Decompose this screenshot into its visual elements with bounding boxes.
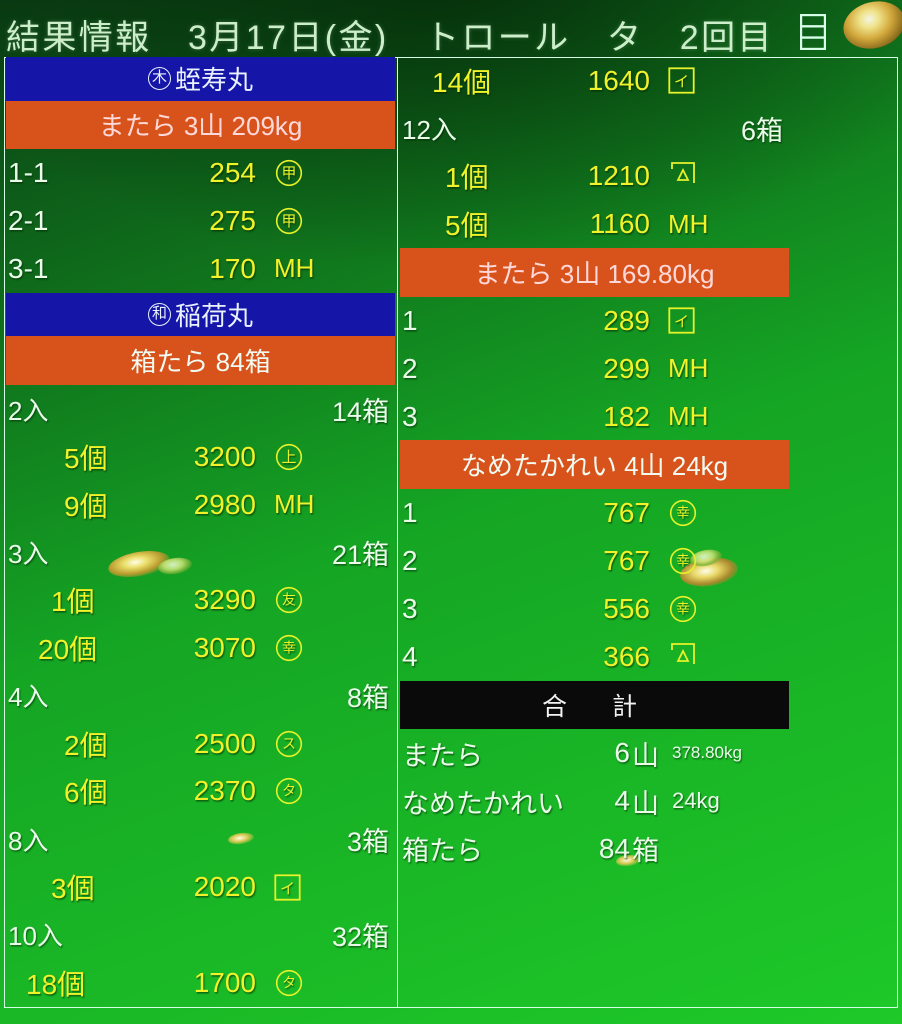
svg-text:タ: タ bbox=[282, 972, 296, 992]
svg-text:幸: 幸 bbox=[676, 598, 690, 618]
svg-text:イ: イ bbox=[674, 311, 689, 332]
svg-text:甲: 甲 bbox=[281, 162, 296, 183]
svg-text:イ: イ bbox=[280, 877, 295, 898]
svg-text:イ: イ bbox=[674, 71, 689, 92]
svg-text:幸: 幸 bbox=[676, 551, 690, 571]
svg-text:甲: 甲 bbox=[281, 210, 296, 231]
svg-text:幸: 幸 bbox=[676, 503, 690, 523]
svg-text:ス: ス bbox=[282, 733, 296, 753]
svg-text:タ: タ bbox=[282, 781, 296, 801]
svg-text:友: 友 bbox=[282, 590, 296, 610]
svg-text:幸: 幸 bbox=[282, 638, 296, 658]
svg-text:上: 上 bbox=[281, 446, 296, 467]
